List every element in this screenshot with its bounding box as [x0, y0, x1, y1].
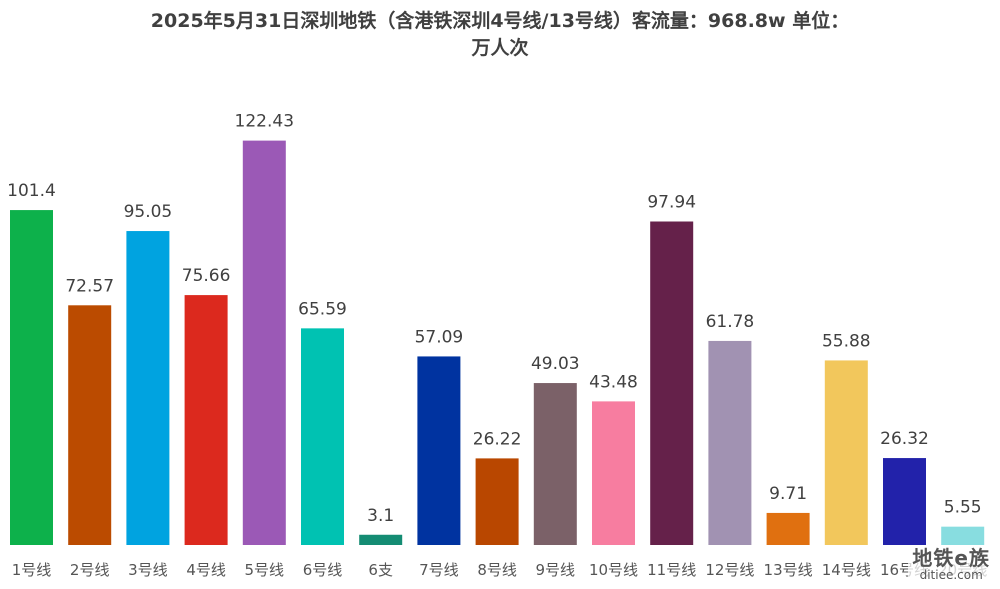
bars-layer — [10, 140, 985, 545]
bar-4 — [184, 295, 228, 545]
bar-11 — [592, 401, 635, 545]
category-labels-layer: 1号线 2号线 3号线 4号线 5号线 6号线 6支 7号线 8号线 9号线 10号线 11号线 12号… — [12, 561, 988, 579]
category-label-11: 10号线 — [589, 561, 638, 579]
watermark-logo-text: 地铁e族 — [912, 546, 990, 570]
value-labels-layer: 101.4 72.57 95.05 75.66 122.43 65.59 3.1 57.09 2… — [7, 112, 981, 526]
bar-8 — [417, 356, 461, 545]
category-label-2: 2号线 — [70, 561, 110, 579]
bar-16 — [883, 458, 926, 545]
bar-2 — [68, 305, 112, 545]
chart-title-line-2: 万人次 — [471, 37, 529, 59]
bar-9 — [475, 458, 519, 545]
category-label-15: 14号线 — [822, 561, 871, 579]
category-label-4: 4号线 — [186, 561, 226, 579]
data-label-5: 122.43 — [235, 112, 294, 132]
bar-5 — [242, 140, 286, 545]
category-label-3: 3号线 — [128, 561, 168, 579]
bar-1 — [10, 210, 53, 545]
bar-3 — [126, 231, 170, 545]
category-label-7: 6支 — [368, 561, 393, 579]
data-label-17: 5.55 — [944, 498, 982, 518]
bar-7 — [359, 534, 403, 545]
data-label-10: 49.03 — [531, 354, 580, 374]
category-label-5: 5号线 — [245, 561, 285, 579]
data-label-11: 43.48 — [589, 372, 638, 392]
data-label-9: 26.22 — [473, 429, 522, 449]
chart-title-line-1: 2025年5月31日深圳地铁（含港铁深圳4号线/13号线）客流量：968.8w … — [150, 10, 850, 32]
category-label-8: 7号线 — [419, 561, 459, 579]
site-watermark: 地铁e族 ditiee.com — [908, 546, 994, 583]
watermark-url: ditiee.com — [919, 568, 983, 582]
data-label-16: 26.32 — [880, 429, 929, 449]
data-label-6: 65.59 — [298, 299, 347, 319]
category-label-13: 12号线 — [705, 561, 754, 579]
data-label-4: 75.66 — [182, 266, 231, 286]
data-label-2: 72.57 — [65, 276, 114, 296]
category-label-9: 8号线 — [477, 561, 517, 579]
bar-6 — [301, 328, 344, 545]
category-label-12: 11号线 — [647, 561, 696, 579]
bar-14 — [766, 512, 810, 545]
bar-13 — [708, 340, 752, 545]
bar-15 — [824, 360, 868, 545]
data-label-7: 3.1 — [367, 506, 394, 526]
data-label-8: 57.09 — [415, 327, 464, 347]
data-label-13: 61.78 — [706, 312, 755, 332]
data-label-1: 101.4 — [7, 181, 56, 201]
category-label-10: 9号线 — [536, 561, 576, 579]
bar-12 — [650, 221, 694, 545]
data-label-14: 9.71 — [769, 484, 807, 504]
chart-title: 2025年5月31日深圳地铁（含港铁深圳4号线/13号线）客流量：968.8w … — [0, 8, 1000, 62]
data-label-12: 97.94 — [647, 193, 696, 213]
category-label-14: 13号线 — [764, 561, 813, 579]
data-label-3: 95.05 — [124, 202, 173, 222]
category-label-1: 1号线 — [12, 561, 52, 579]
bar-10 — [533, 383, 577, 545]
bar-17 — [941, 526, 985, 545]
category-label-6: 6号线 — [303, 561, 343, 579]
data-label-15: 55.88 — [822, 331, 871, 351]
